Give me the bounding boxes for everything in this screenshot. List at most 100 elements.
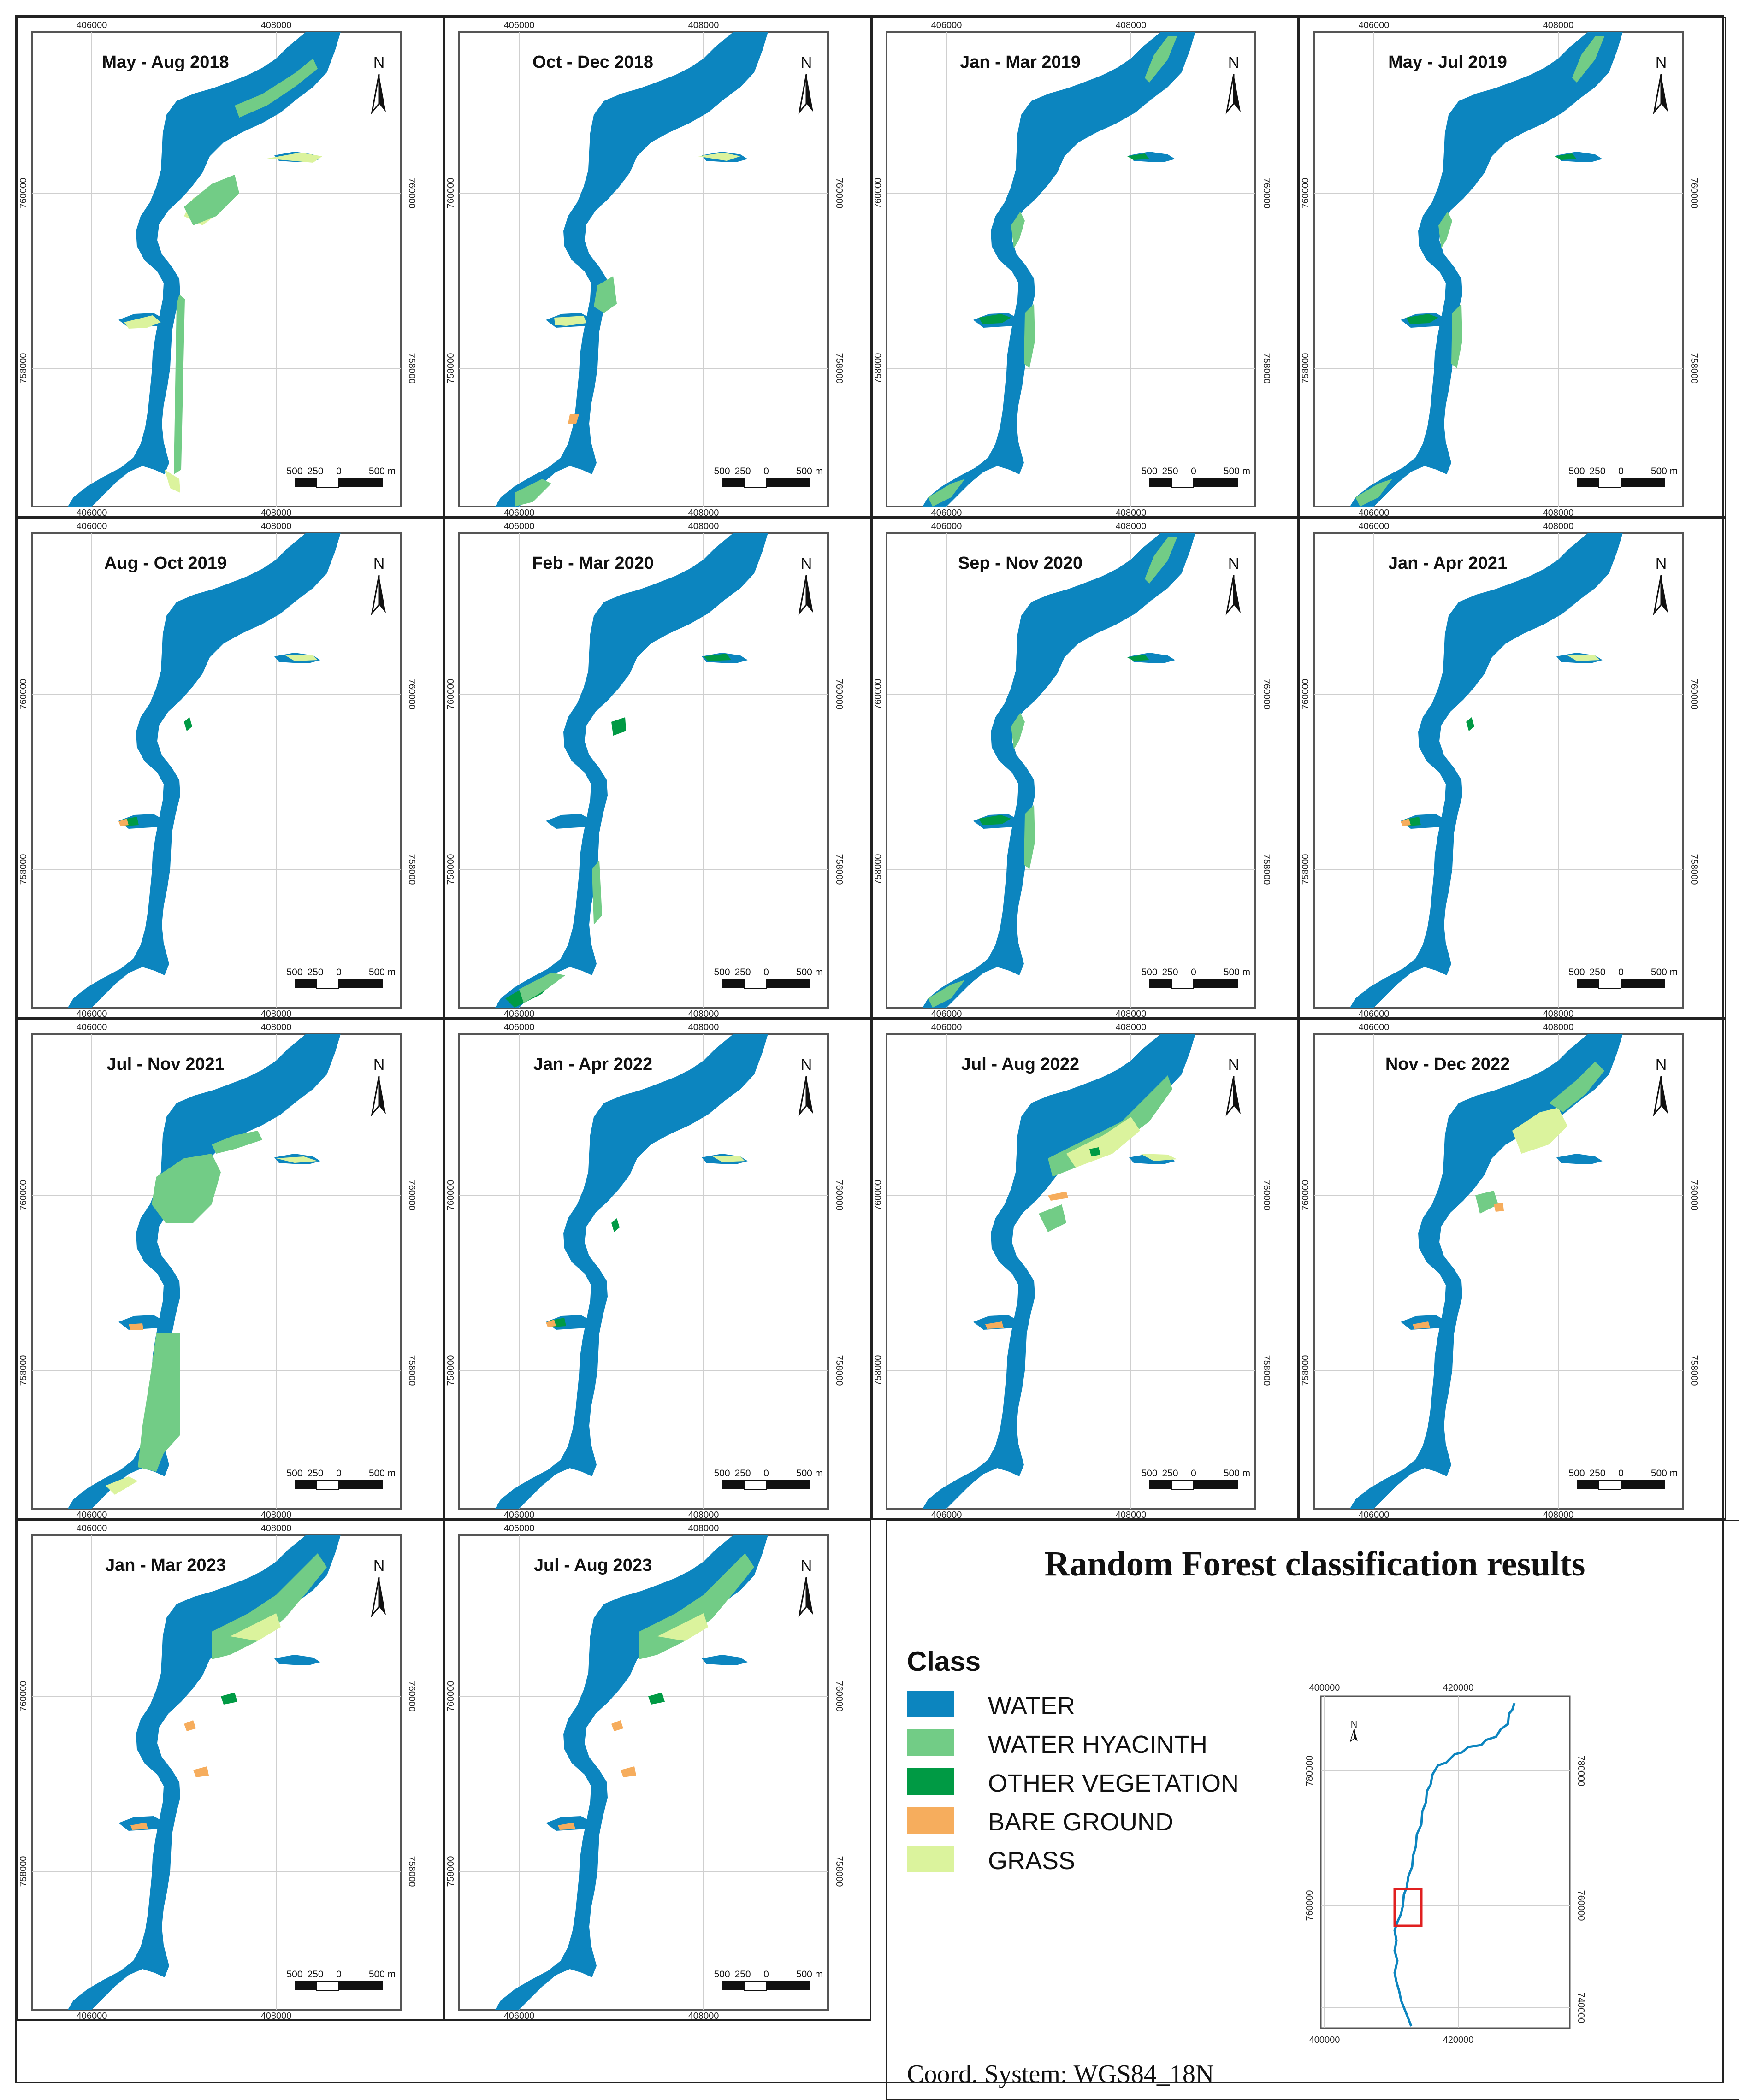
north-letter: N xyxy=(1228,1056,1240,1074)
scale-bar-label: 500 m xyxy=(796,1969,823,1980)
map-panel: 406000 408000 406000 408000 760000 758000 7600… xyxy=(871,518,1299,1019)
river-classification xyxy=(923,1034,1195,1509)
location-inset-map: 400000 420000 400000 420000 780000 76000… xyxy=(1305,1683,1586,2045)
legend-swatch-grass xyxy=(907,1846,954,1872)
y-label-right-760000: 760000 xyxy=(834,1681,844,1712)
y-label-right-760000: 760000 xyxy=(407,679,417,710)
water-hyacinth-patch xyxy=(519,973,565,1003)
river-classification xyxy=(495,1535,768,2010)
map-svg: 406000 408000 406000 408000 760000 758000 7600… xyxy=(1301,20,1699,518)
x-label-bottom-right: 408000 xyxy=(688,2011,719,2021)
water-area xyxy=(495,32,768,507)
x-label-top-left: 406000 xyxy=(504,1022,535,1032)
water-hyacinth-patch xyxy=(138,1333,180,1472)
scale-bar-label: 500 m xyxy=(1651,967,1678,978)
other-vegetation-patch xyxy=(1127,655,1149,661)
map-title: Jul - Aug 2022 xyxy=(961,1055,1079,1074)
y-label-right-758000: 758000 xyxy=(407,353,417,384)
scale-bar-label: 250 xyxy=(734,1468,751,1479)
y-label-left-760000: 760000 xyxy=(873,1180,883,1211)
water-area xyxy=(1350,533,1623,1008)
other-vegetation-patch xyxy=(1089,1147,1100,1156)
water-area xyxy=(546,814,589,829)
river-classification xyxy=(923,533,1195,1008)
scale-bar-label: 500 xyxy=(1141,466,1157,477)
x-label-bottom-left: 406000 xyxy=(504,508,535,518)
scale-bar-segment xyxy=(1149,478,1171,487)
y-label-left-758000: 758000 xyxy=(1301,854,1311,885)
x-label-bottom-left: 406000 xyxy=(77,1009,107,1019)
scale-bar-segment xyxy=(339,979,383,988)
scale-bar-label: 500 xyxy=(714,1468,730,1479)
y-label-right-760000: 760000 xyxy=(834,679,844,710)
inset-x-label-top-right: 420000 xyxy=(1443,1683,1474,1693)
inset-study-area-box xyxy=(1393,1888,1423,1927)
x-label-top-left: 406000 xyxy=(504,1523,535,1534)
legend-panel: Random Forest classification results Cla… xyxy=(886,1520,1739,2100)
grass-patch xyxy=(1567,655,1600,661)
scale-bar-label: 500 xyxy=(286,1468,302,1479)
other-vegetation-patch xyxy=(1466,717,1474,731)
y-label-right-760000: 760000 xyxy=(407,178,417,209)
scale-bar-label: 500 xyxy=(286,967,302,978)
scale-bar-segment xyxy=(1621,979,1665,988)
map-panel: 406000 408000 406000 408000 760000 758000 7600… xyxy=(871,1019,1299,1520)
scale-bar-segment xyxy=(722,979,744,988)
scale-bar-segment xyxy=(316,1981,339,1991)
scale-bar-label: 500 xyxy=(1568,1468,1585,1479)
north-letter: N xyxy=(801,1557,812,1575)
y-label-left-760000: 760000 xyxy=(446,1180,456,1211)
x-label-top-left: 406000 xyxy=(77,20,107,30)
scale-bar-segment xyxy=(1149,1480,1171,1489)
scale-bar-segment xyxy=(316,979,339,989)
scale-bar-label: 500 xyxy=(286,466,302,477)
x-label-bottom-left: 406000 xyxy=(1359,1009,1390,1019)
map-panel: 406000 408000 406000 408000 760000 758000 7600… xyxy=(17,1019,444,1520)
north-arrow-icon xyxy=(379,1577,386,1615)
map-panel: 406000 408000 406000 408000 760000 758000 7600… xyxy=(1299,518,1726,1019)
water-area xyxy=(923,533,1195,1008)
x-label-top-right: 408000 xyxy=(688,20,719,30)
y-label-right-758000: 758000 xyxy=(1689,1355,1699,1386)
water-area xyxy=(68,32,341,507)
x-label-top-right: 408000 xyxy=(1543,20,1574,30)
north-letter: N xyxy=(373,555,385,572)
other-vegetation-patch xyxy=(979,314,1011,324)
y-label-right-758000: 758000 xyxy=(1261,854,1272,885)
north-letter: N xyxy=(373,1557,385,1575)
figure-frame: 406000 408000 406000 408000 760000 758000 7600… xyxy=(15,15,1739,2100)
y-label-right-760000: 760000 xyxy=(1689,178,1699,209)
x-label-bottom-right: 408000 xyxy=(261,1510,292,1520)
north-letter: N xyxy=(1228,54,1240,71)
x-label-top-right: 408000 xyxy=(688,1022,719,1032)
north-arrow-icon xyxy=(806,1076,813,1114)
y-label-left-760000: 760000 xyxy=(446,679,456,710)
scale-bar-label: 500 m xyxy=(369,466,396,477)
map-panel: 406000 408000 406000 408000 760000 758000 7600… xyxy=(444,1019,871,1520)
north-letter: N xyxy=(1656,1056,1667,1074)
y-label-left-760000: 760000 xyxy=(1301,679,1311,710)
north-letter: N xyxy=(373,1056,385,1074)
north-letter: N xyxy=(1656,54,1667,71)
water-hyacinth-patch xyxy=(928,479,965,507)
y-label-right-758000: 758000 xyxy=(407,854,417,885)
scale-bar-label: 250 xyxy=(1162,967,1178,978)
scale-bar-segment xyxy=(722,1981,744,1990)
scale-bar-label: 0 xyxy=(1191,1468,1196,1479)
scale-bar-label: 500 xyxy=(714,466,730,477)
x-label-top-left: 406000 xyxy=(504,521,535,531)
water-hyacinth-patch xyxy=(184,175,239,225)
scale-bar-segment xyxy=(1194,1480,1238,1489)
bare-ground-patch xyxy=(1413,1321,1430,1329)
map-panel: 406000 408000 406000 408000 760000 758000 7600… xyxy=(871,17,1299,518)
x-label-bottom-left: 406000 xyxy=(504,1510,535,1520)
y-label-left-760000: 760000 xyxy=(18,1180,29,1211)
water-hyacinth-patch xyxy=(592,860,602,925)
map-panel: 406000 408000 406000 408000 760000 758000 7600… xyxy=(17,17,444,518)
other-vegetation-patch xyxy=(1406,314,1438,324)
map-svg: 406000 408000 406000 408000 760000 758000 7600… xyxy=(18,1523,417,2021)
panel-title: Random Forest classification results xyxy=(1044,1545,1585,1583)
map-title: May - Jul 2019 xyxy=(1388,53,1507,72)
y-label-right-758000: 758000 xyxy=(1689,854,1699,885)
scale-bar-label: 0 xyxy=(336,466,342,477)
